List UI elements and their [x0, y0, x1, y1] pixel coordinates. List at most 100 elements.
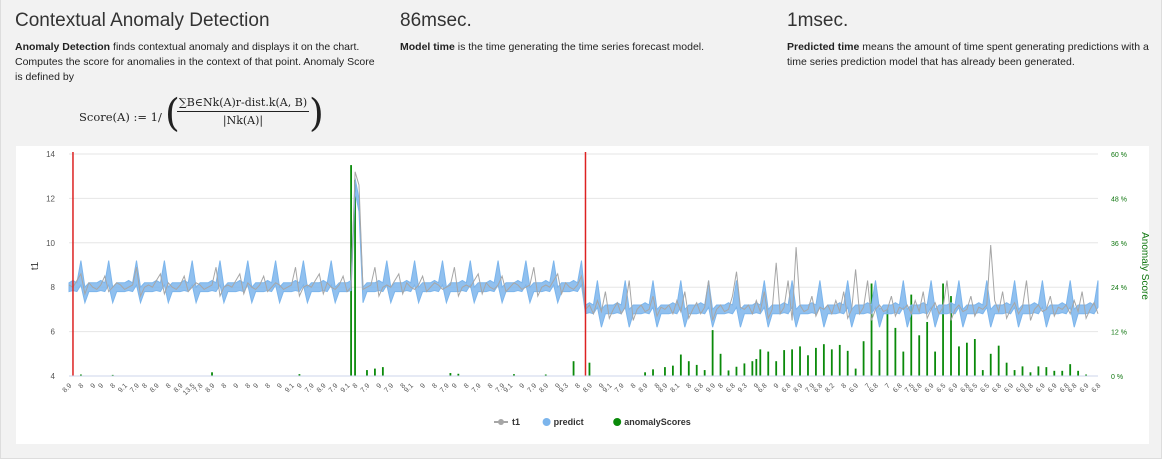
anomaly-bar [457, 373, 460, 376]
anomaly-bar [644, 372, 646, 376]
anomaly-info-section: Contextual Anomaly Detection Anomaly Det… [15, 10, 385, 85]
x-axis: 8.9 8 9 9 8 9.1 7.9 8 8.9 8 8.913.57.8 8.9 8 9 8 9 8 9 9.1… [62, 375, 1102, 397]
anomaly-bar [374, 368, 376, 376]
x-tick-label: 9 [519, 382, 527, 390]
anomaly-bar [918, 335, 921, 376]
x-tick-label: 8.9 [205, 382, 217, 394]
y-right-tick-label: 48 % [1111, 196, 1127, 203]
x-tick-label: 6.5 [936, 382, 948, 394]
anomaly-bar [727, 370, 730, 376]
legend-marker [542, 418, 551, 426]
page-title: Contextual Anomaly Detection [15, 10, 270, 31]
x-tick-label: 8 [654, 382, 662, 390]
x-tick-label: 8.9 [793, 382, 805, 394]
x-tick-label: 8.9 [638, 382, 650, 394]
x-tick-label: 8 [141, 382, 149, 390]
x-tick-label: 9 [296, 382, 304, 390]
chart-legend: t1 predict anomalyScores [494, 417, 691, 427]
anomaly-bar [211, 372, 213, 376]
x-tick-label: 8 [574, 382, 582, 390]
anomaly-bar [910, 294, 913, 376]
y-tick-label: 10 [46, 239, 55, 248]
y-tick-label: 4 [51, 372, 56, 381]
anomaly-bar [989, 353, 992, 376]
x-tick-label: 8 [352, 382, 360, 390]
x-tick-label: 7 [864, 382, 872, 390]
x-tick-label: 6.9 [948, 382, 960, 394]
model-time-description: Model time is the time generating the ti… [400, 40, 770, 55]
y-axis-label-right: Anomaly Score [1139, 232, 1149, 300]
x-tick-label: 9 [233, 382, 241, 390]
x-tick-label: 7.9 [439, 382, 451, 394]
legend-item[interactable]: predict [542, 417, 584, 427]
x-tick-label: 6.9 [1047, 382, 1059, 394]
x-tick-label: 8 [685, 382, 693, 390]
predict-series [68, 178, 1099, 328]
anomaly-bar [1053, 370, 1056, 376]
x-tick-label: 8 [463, 382, 471, 390]
x-tick-label: 9 [252, 382, 260, 390]
anomaly-bar [1037, 366, 1040, 376]
anomaly-bar [942, 283, 944, 376]
x-tick-label: 8.9 [658, 382, 670, 394]
x-tick-label: 6.8 [1059, 382, 1071, 394]
x-tick-label: 6.8 [812, 382, 824, 394]
legend-label: t1 [512, 417, 520, 427]
x-tick-label: 6.8 [892, 382, 904, 394]
x-tick-label: 8.1 [669, 382, 681, 394]
x-tick-label: 8.9 [582, 382, 594, 394]
anomaly-bar [652, 369, 654, 376]
legend-marker [613, 418, 622, 426]
anomaly-bar [958, 346, 960, 376]
anomaly-text: finds contextual anomaly and displays it… [15, 41, 375, 83]
x-tick-label: 6.8 [781, 382, 793, 394]
anomaly-bar [381, 367, 384, 376]
anomaly-bar [791, 349, 793, 376]
anomaly-bar [981, 370, 984, 376]
anomaly-bar [111, 374, 114, 376]
predicted-time-lead: Predicted time [787, 41, 860, 53]
formula-numerator: ∑B∈Nk(A)r-dist.k(A, B) [177, 96, 309, 112]
y-tick-label: 6 [51, 328, 56, 337]
x-tick-label: 8 [221, 382, 229, 390]
x-tick-label: 9.3 [558, 382, 570, 394]
predicted-time-text: means the amount of time spent generatin… [787, 41, 1149, 68]
legend-marker [498, 419, 504, 425]
anomaly-bar [870, 283, 873, 376]
x-tick-label: 6.8 [959, 382, 971, 394]
formula-fraction: ∑B∈Nk(A)r-dist.k(A, B) |Nk(A)| [177, 96, 309, 127]
x-tick-label: 8 [264, 382, 272, 390]
x-tick-label: 7.9 [360, 382, 372, 394]
x-tick-label: 9.1 [284, 382, 296, 394]
x-tick-label: 8.9 [173, 382, 185, 394]
anomaly-bar [815, 347, 817, 376]
legend-item[interactable]: t1 [494, 417, 520, 427]
anomaly-bar [886, 309, 889, 376]
x-tick-label: 7.9 [471, 382, 483, 394]
y-tick-label: 12 [46, 194, 55, 203]
x-tick-label: 8.9 [316, 382, 328, 394]
x-tick-label: 9.9 [705, 382, 717, 394]
x-tick-label: 9 [97, 382, 105, 390]
x-tick-label: 8 [630, 382, 638, 390]
anomaly-bar [679, 354, 682, 376]
anomaly-bar [1013, 370, 1016, 376]
x-tick-label: 6.8 [693, 382, 705, 394]
legend-item[interactable]: anomalyScores [613, 417, 691, 427]
model-time-lead: Model time [400, 41, 455, 53]
formula-lhs: Score(A) := 1/ [79, 110, 162, 124]
y-right-tick-label: 0 % [1111, 374, 1123, 381]
x-tick-label: 9 [276, 382, 284, 390]
y-tick-label: 8 [51, 283, 56, 292]
x-tick-label: 7.9 [495, 382, 507, 394]
anomaly-bar [894, 327, 897, 376]
anomaly-bar [878, 350, 881, 376]
anomaly-bar [751, 361, 754, 376]
anomaly-bar [926, 321, 929, 376]
anomaly-bar [719, 353, 722, 376]
anomaly-bar [671, 365, 674, 376]
x-tick-label: 6.9 [1079, 382, 1091, 394]
x-tick-label: 7.9 [328, 382, 340, 394]
x-tick-label: 8 [717, 382, 725, 390]
model-time-value: 86msec. [400, 10, 472, 31]
